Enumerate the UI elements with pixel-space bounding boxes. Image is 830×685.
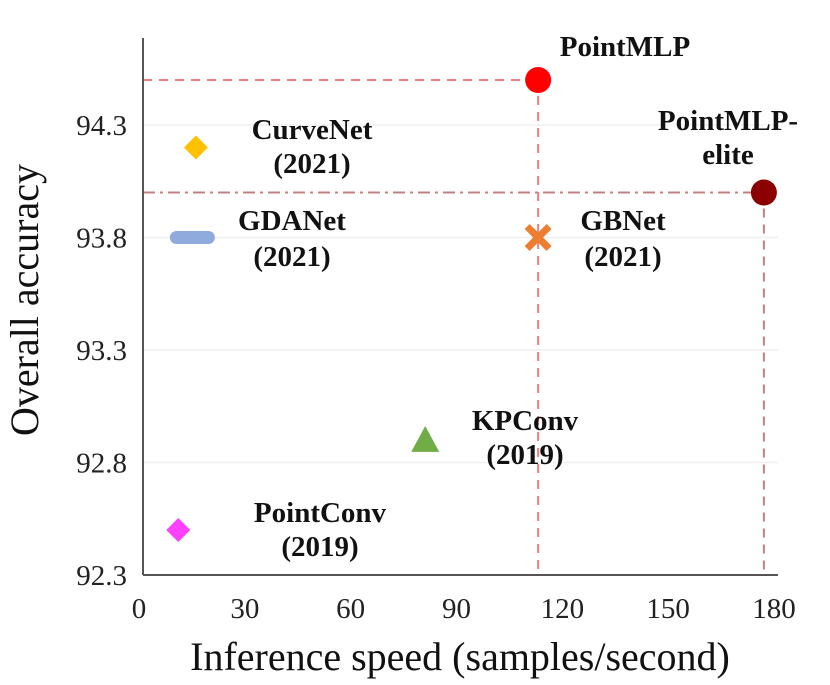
label-line: (2019)	[486, 439, 563, 471]
label-gdanet: GDANet (2021)	[238, 205, 346, 273]
axes	[142, 38, 778, 576]
label-curvenet: CurveNet (2021)	[252, 114, 373, 180]
label-line: (2021)	[584, 241, 661, 273]
point-curvenet	[183, 135, 208, 160]
y-tick-label: 92.8	[76, 448, 127, 480]
label-line: PointMLP	[560, 31, 691, 63]
label-line: (2021)	[273, 148, 350, 180]
label-line: CurveNet	[252, 114, 373, 146]
x-tick-label: 180	[752, 593, 796, 625]
label-gbnet: GBNet (2021)	[580, 205, 666, 273]
point-pointmlp	[525, 67, 552, 93]
x-tick-label: 0	[132, 593, 147, 625]
point-gbnet-stroke-b	[524, 224, 552, 251]
label-line: PointConv	[254, 497, 387, 529]
label-line: elite	[702, 139, 754, 171]
label-kpconv: KPConv (2019)	[472, 405, 579, 471]
y-axis-title: Overall accuracy	[2, 164, 47, 436]
point-pointconv	[166, 518, 191, 542]
y-tick-label: 93.8	[76, 223, 127, 255]
x-tick-label: 60	[336, 593, 365, 625]
tick-labels: 92.3 92.8 93.3 93.8 94.3 0 30 60 90 120 150 180	[76, 110, 796, 625]
label-line: GDANet	[238, 205, 346, 237]
y-tick-label: 92.3	[76, 560, 127, 592]
label-pointmlp: PointMLP	[560, 31, 691, 63]
point-kpconv	[411, 426, 440, 452]
x-tick-label: 150	[646, 593, 690, 625]
label-line: (2021)	[253, 241, 330, 273]
grid-lines	[143, 124, 778, 464]
label-line: (2019)	[281, 531, 358, 563]
reference-lines	[143, 79, 765, 575]
label-pointmlp-elite: PointMLP-elite	[658, 105, 798, 171]
y-tick-label: 94.3	[76, 110, 127, 142]
x-tick-label: 90	[442, 593, 471, 625]
y-tick-label: 93.3	[76, 335, 127, 367]
point-pointmlp-elite	[750, 179, 777, 206]
data-points	[166, 67, 777, 542]
x-tick-label: 120	[541, 593, 585, 625]
label-line: GBNet	[580, 205, 666, 237]
label-pointconv: PointConv (2019)	[254, 497, 387, 563]
point-gbnet	[524, 224, 552, 251]
label-line: KPConv	[472, 405, 579, 437]
label-line: PointMLP-	[658, 105, 798, 137]
x-axis-title: Inference speed (samples/second)	[190, 634, 730, 679]
x-tick-label: 30	[230, 593, 259, 625]
